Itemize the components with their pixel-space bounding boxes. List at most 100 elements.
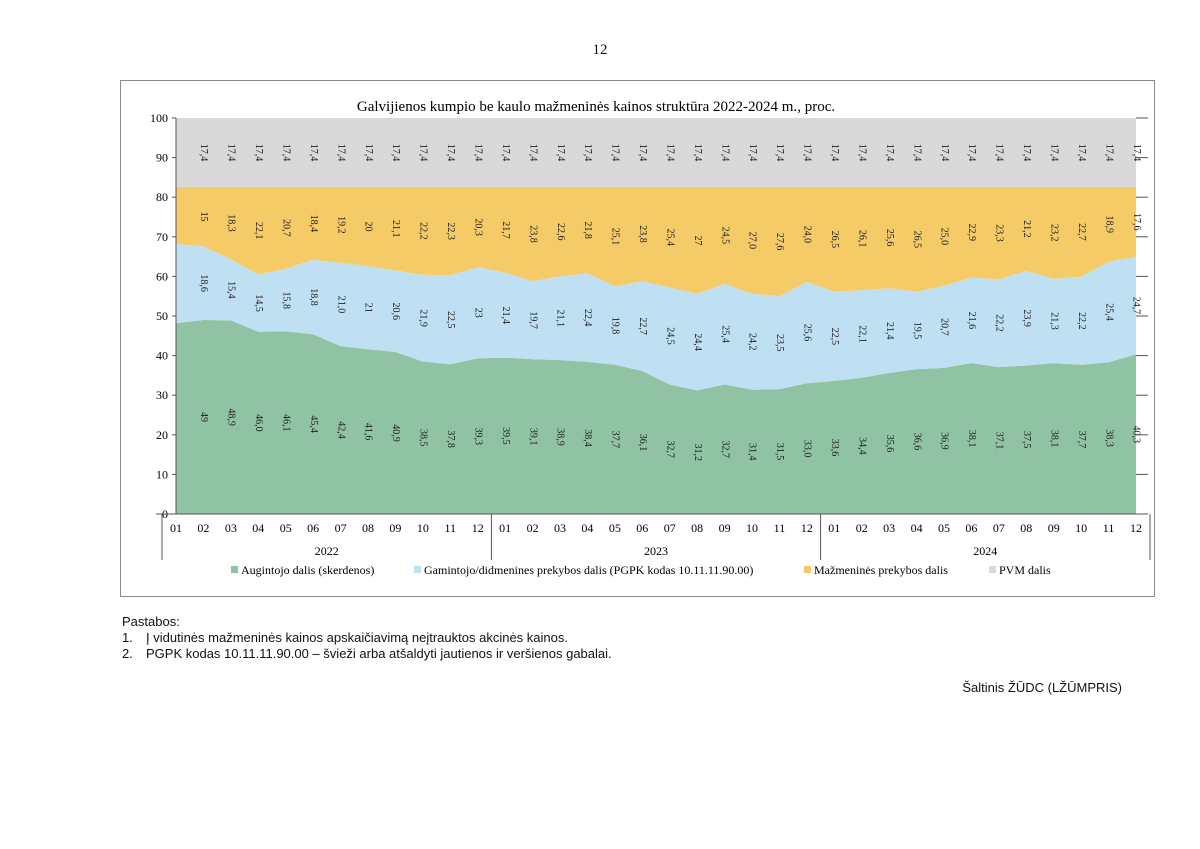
x-tick-label: 06: [965, 521, 977, 535]
data-label: 17,4: [911, 144, 922, 162]
x-tick-label: 07: [993, 521, 1005, 535]
y-tick-label: 80: [156, 190, 168, 204]
data-label: 17,4: [829, 144, 840, 162]
data-label: 21,7: [500, 221, 511, 239]
data-label: 17,4: [1131, 144, 1142, 162]
legend-label: Mažmeninės prekybos dalis: [814, 563, 948, 577]
y-tick-label: 40: [156, 349, 168, 363]
data-label: 25,4: [664, 228, 675, 246]
stacked-area-chart: 49 48,9 46,0 46,1 45,4 42,4 41,6 40,9 38,5 37,8 39…: [150, 99, 1151, 577]
data-label: 17,4: [418, 144, 429, 162]
data-label: 15,8: [280, 291, 291, 309]
data-label: 18,8: [308, 288, 319, 306]
data-label: 17,4: [1103, 144, 1114, 162]
data-label: 33,6: [829, 439, 840, 457]
data-label: 24,2: [747, 333, 758, 351]
data-label: 17,4: [390, 144, 401, 162]
data-label: 24,5: [664, 327, 675, 345]
data-label: 24,5: [719, 227, 730, 245]
y-tick-label: 20: [156, 428, 168, 442]
data-label: 31,2: [692, 443, 703, 461]
x-tick-label: 11: [1103, 521, 1115, 535]
year-label: 2023: [644, 544, 668, 558]
data-label: 17,4: [637, 144, 648, 162]
data-label: 38,9: [555, 428, 566, 446]
x-tick-label: 07: [664, 521, 676, 535]
data-label: 17,4: [610, 144, 621, 162]
x-tick-label: 08: [362, 521, 374, 535]
note-item: 1. Į vidutinės mažmeninės kainos apskaiči…: [122, 630, 612, 646]
data-label: 17,4: [1048, 144, 1059, 162]
x-tick-label: 02: [856, 521, 868, 535]
x-tick-label: 03: [225, 521, 237, 535]
notes: Pastabos: 1. Į vidutinės mažmeninės kaino…: [122, 614, 612, 662]
x-tick-label: 05: [280, 521, 292, 535]
x-tick-label: 10: [1075, 521, 1087, 535]
x-tick-label: 08: [691, 521, 703, 535]
y-tick-label: 90: [156, 151, 168, 165]
data-label: 19,2: [335, 216, 346, 234]
y-tick-label: 60: [156, 269, 168, 283]
data-label: 21,8: [582, 221, 593, 239]
data-label: 39,5: [500, 427, 511, 445]
data-label: 41,6: [363, 423, 374, 441]
data-label: 22,6: [555, 223, 566, 241]
data-label: 21,9: [418, 309, 429, 327]
data-label: 26,1: [856, 230, 867, 248]
data-label: 21,4: [884, 322, 895, 340]
x-tick-label: 09: [389, 521, 401, 535]
x-tick-label: 01: [170, 521, 182, 535]
data-label: 17,4: [774, 144, 785, 162]
x-tick-label: 03: [554, 521, 566, 535]
data-label: 39,1: [527, 428, 538, 446]
data-label: 22,1: [253, 222, 264, 240]
x-tick-label: 03: [883, 521, 895, 535]
data-label: 15: [198, 212, 209, 222]
data-label: 17,4: [966, 144, 977, 162]
data-label: 36,6: [911, 433, 922, 451]
legend-swatch: [804, 566, 811, 573]
year-label: 2024: [973, 544, 997, 558]
note-text: PGPK kodas 10.11.11.90.00 – švieži arba …: [146, 646, 612, 661]
legend-label: PVM dalis: [999, 563, 1051, 577]
data-label: 46,1: [280, 414, 291, 432]
data-labels: 49 48,9 46,0 46,1 45,4 42,4 41,6 40,9 38,5 37,8 39…: [198, 144, 1142, 461]
data-label: 19,5: [911, 322, 922, 340]
data-label: 38,1: [1048, 430, 1059, 448]
x-tick-label: 11: [774, 521, 786, 535]
data-label: 22,2: [994, 314, 1005, 332]
data-label: 19,7: [527, 311, 538, 329]
data-label: 45,4: [308, 415, 319, 433]
data-label: 21,6: [966, 312, 977, 330]
x-tick-label: 01: [499, 521, 511, 535]
data-label: 17,4: [802, 144, 813, 162]
data-label: 22,3: [445, 222, 456, 240]
legend-swatch: [989, 566, 996, 573]
data-label: 21,3: [1048, 312, 1059, 330]
data-label: 22,4: [582, 309, 593, 327]
x-tick-label: 11: [445, 521, 457, 535]
data-label: 22,2: [1076, 312, 1087, 330]
data-label: 17,4: [856, 144, 867, 162]
data-label: 17,4: [719, 144, 730, 162]
data-label: 49: [198, 412, 209, 422]
data-label: 38,5: [418, 429, 429, 447]
series-area-4: [176, 118, 1136, 187]
data-label: 25,6: [802, 324, 813, 342]
data-label: 37,7: [1076, 431, 1087, 449]
x-tick-label: 09: [1048, 521, 1060, 535]
data-label: 33,0: [802, 440, 813, 458]
data-label: 17,4: [472, 144, 483, 162]
data-label: 22,1: [856, 325, 867, 343]
data-label: 15,4: [226, 281, 237, 299]
data-label: 17,4: [555, 144, 566, 162]
legend-swatch: [414, 566, 421, 573]
data-label: 42,4: [335, 421, 346, 439]
data-label: 25,1: [610, 228, 621, 246]
data-label: 14,5: [253, 294, 264, 312]
y-tick-label: 70: [156, 230, 168, 244]
x-tick-label: 04: [252, 521, 264, 535]
data-label: 27,0: [747, 232, 758, 250]
series-area-1: [176, 320, 1136, 514]
